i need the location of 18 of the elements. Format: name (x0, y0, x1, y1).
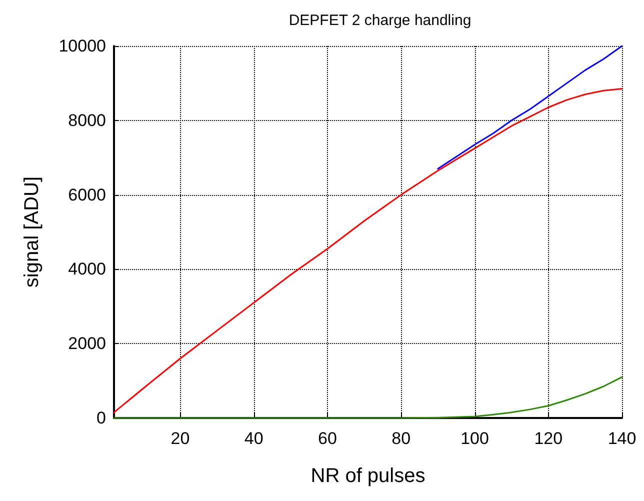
x-axis-title: NR of pulses (310, 465, 426, 487)
y-axis-title: signal [ADU] (21, 176, 43, 288)
y-tick-label: 0 (96, 408, 106, 428)
x-tick-label: 80 (392, 429, 411, 448)
chart-title: DEPFET 2 charge handling (288, 12, 472, 29)
x-tick-label: 120 (534, 429, 563, 448)
y-tick-label: 4000 (68, 260, 106, 279)
x-tick-label: 100 (460, 429, 489, 448)
line-series (437, 45, 623, 170)
y-tick-label: 10000 (58, 36, 106, 56)
x-tick-label: 40 (244, 429, 264, 448)
x-tick-label: 140 (608, 429, 636, 448)
y-tick-label: 8000 (68, 110, 106, 130)
line-series (113, 88, 623, 414)
y-tick-label: 2000 (68, 334, 106, 354)
y-tick-label: 6000 (68, 185, 106, 204)
x-tick-label: 60 (318, 429, 337, 448)
x-tick-label: 20 (170, 429, 190, 448)
